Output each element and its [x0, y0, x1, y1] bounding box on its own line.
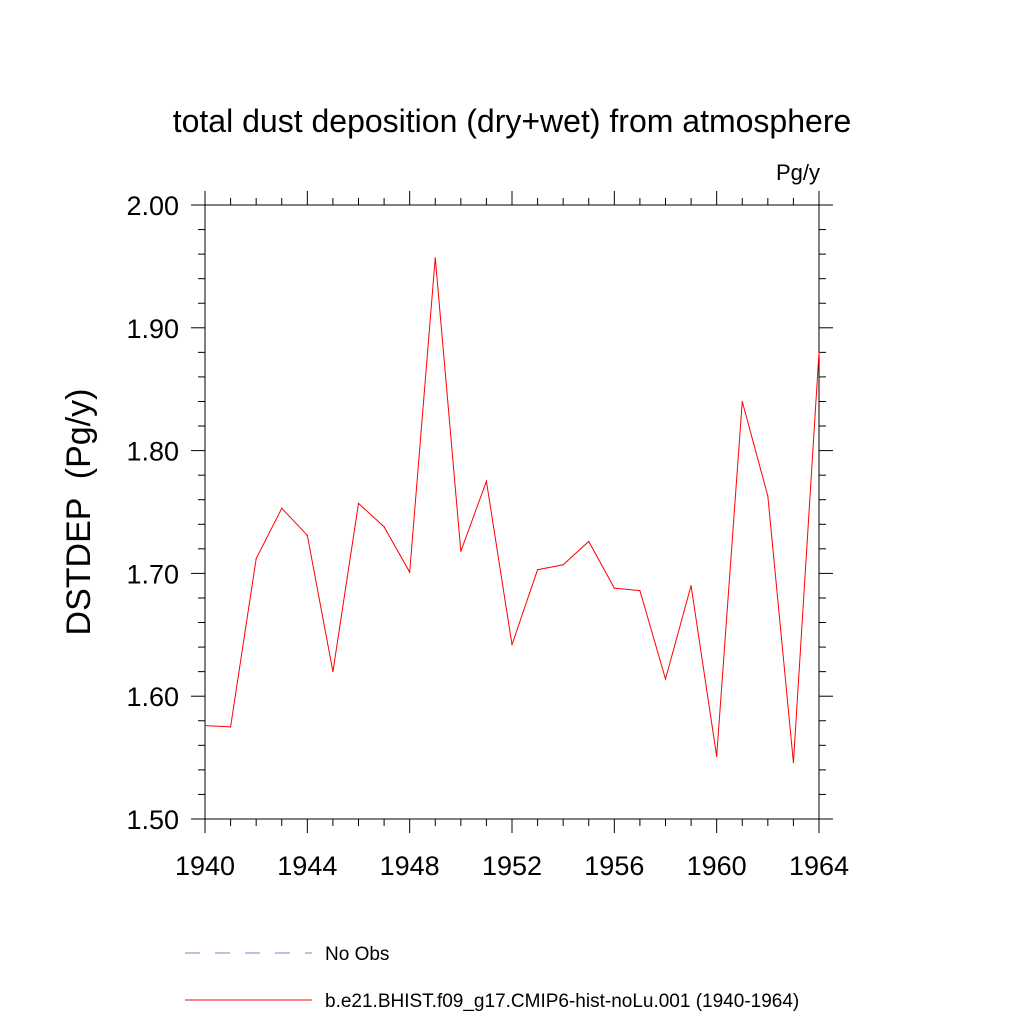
data-point: [434, 257, 436, 259]
data-point: [716, 755, 718, 757]
y-tick-label: 1.70: [126, 559, 179, 589]
data-point: [741, 400, 743, 403]
x-tick-label: 1940: [175, 851, 235, 881]
axis-ticks: 1940 1944 1948 1952 1956 1960 1964 1.50 1.60 1.70…: [126, 191, 849, 881]
data-point: [664, 678, 667, 680]
series-line: [204, 257, 820, 763]
x-tick-label: 1960: [687, 851, 747, 881]
x-tick-label: 1944: [277, 851, 337, 881]
data-point: [792, 761, 795, 764]
data-point: [306, 534, 308, 536]
y-tick-label: 1.90: [126, 314, 179, 344]
plot-frame: [204, 204, 820, 820]
data-point: [588, 540, 590, 543]
y-tick-label: 1.80: [126, 437, 179, 467]
data-point: [460, 550, 462, 552]
legend-label: b.e21.BHIST.f09_g17.CMIP6-hist-noLu.001 …: [325, 991, 799, 1012]
data-point: [485, 480, 488, 482]
chart-title: total dust deposition (dry+wet) from atm…: [173, 103, 852, 139]
data-point: [383, 526, 385, 528]
legend: No Obs b.e21.BHIST.f09_g17.CMIP6-hist-noL…: [185, 944, 799, 1012]
x-tick-label: 1948: [380, 851, 440, 881]
data-point: [639, 589, 641, 592]
x-tick-label: 1952: [482, 851, 542, 881]
data-point: [536, 569, 539, 571]
data-point: [229, 726, 232, 728]
data-point: [690, 585, 692, 587]
data-point: [357, 502, 360, 505]
data-series: [204, 257, 820, 764]
data-point: [281, 507, 283, 509]
units-label: Pg/y: [776, 160, 820, 185]
data-point: [409, 571, 411, 573]
data-point: [511, 644, 513, 646]
y-tick-label: 1.60: [126, 682, 179, 712]
data-point: [767, 495, 769, 497]
x-tick-label: 1964: [789, 851, 849, 881]
data-point: [562, 564, 564, 566]
x-tick-label: 1956: [584, 851, 644, 881]
legend-label: No Obs: [325, 944, 389, 965]
y-axis-label: DSTDEP (Pg/y): [60, 389, 98, 636]
data-point: [613, 587, 615, 589]
data-point: [255, 558, 257, 560]
data-point: [204, 725, 206, 727]
data-point: [818, 351, 820, 353]
y-tick-label: 1.50: [126, 805, 179, 835]
data-point: [332, 671, 334, 673]
y-tick-label: 2.00: [126, 191, 179, 221]
